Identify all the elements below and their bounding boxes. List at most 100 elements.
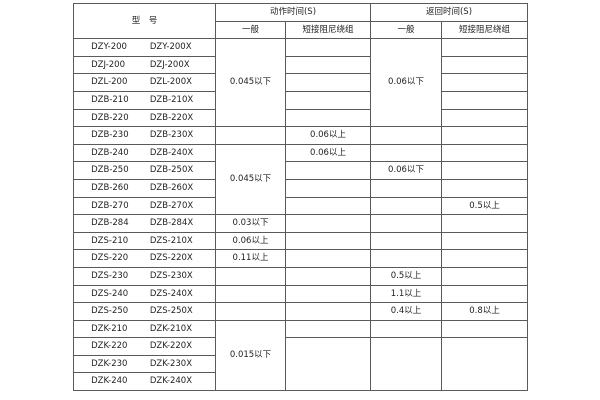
model-standard: DZS-220 bbox=[91, 253, 129, 264]
action-short-cell bbox=[285, 178, 371, 198]
model-x-variant: DZB-270X bbox=[149, 200, 194, 211]
action-short-cell: 0.06以上 bbox=[285, 143, 371, 163]
model-cell: DZJ-200 DZJ-200X bbox=[73, 55, 216, 75]
model-x-variant: DZB-240X bbox=[149, 147, 194, 158]
return-short-cell bbox=[441, 90, 528, 110]
model-x-variant: DZS-240X bbox=[149, 288, 193, 299]
action-short-cell bbox=[285, 90, 371, 110]
model-cell: DZY-200 DZY-200X bbox=[73, 38, 216, 57]
action-short-cell bbox=[285, 161, 371, 180]
return-short-cell bbox=[441, 108, 528, 128]
model-x-variant: DZK-230X bbox=[149, 358, 193, 369]
return-short-header: 短接阻尼绕组 bbox=[441, 20, 528, 40]
table-row: DZS-230 DZS-230X 0.5以上 bbox=[73, 266, 528, 286]
return-short-cell bbox=[441, 249, 528, 268]
return-short-cell bbox=[441, 73, 528, 92]
return-short-cell bbox=[441, 284, 528, 304]
return-general-cell: 0.4以上 bbox=[370, 302, 442, 321]
table-row: DZB-260 DZB-260X bbox=[73, 178, 528, 198]
action-short-cell bbox=[285, 319, 371, 339]
table-row: DZS-220 DZS-220X 0.11以上 bbox=[73, 249, 528, 268]
model-cell: DZS-230 DZS-230X bbox=[73, 266, 216, 286]
return-general-cell: 0.06以下 bbox=[370, 38, 442, 128]
relay-spec-table: 型 号 动作时间(S) 返回时间(S) 一般 短接阻尼绕组 一般 短接阻尼绕组 … bbox=[73, 2, 528, 392]
model-x-variant: DZB-210X bbox=[149, 94, 194, 105]
action-general-header: 一般 bbox=[215, 20, 286, 40]
model-standard: DZK-210 bbox=[91, 323, 128, 334]
model-x-variant: DZS-210X bbox=[149, 235, 193, 246]
model-standard: DZB-284 bbox=[91, 218, 129, 229]
action-general-cell bbox=[215, 284, 286, 304]
action-general-cell: 0.03以下 bbox=[215, 214, 286, 233]
model-x-variant: DZS-230X bbox=[149, 270, 193, 281]
return-short-cell: 0.5以上 bbox=[441, 196, 528, 216]
return-short-cell bbox=[441, 178, 528, 198]
model-standard: DZB-220 bbox=[91, 112, 129, 123]
model-x-variant: DZB-230X bbox=[149, 130, 194, 141]
model-x-variant: DZK-240X bbox=[149, 376, 193, 387]
model-standard: DZB-240 bbox=[91, 147, 129, 158]
model-cell: DZS-250 DZS-250X bbox=[73, 302, 216, 321]
model-standard: DZB-270 bbox=[91, 200, 129, 211]
model-standard: DZB-260 bbox=[91, 182, 129, 193]
model-cell: DZK-230 DZK-230X bbox=[73, 354, 216, 374]
model-cell: DZB-284 DZB-284X bbox=[73, 214, 216, 233]
return-short-cell bbox=[441, 214, 528, 233]
model-standard: DZB-230 bbox=[91, 130, 129, 141]
table-row: DZB-250 DZB-250X 0.06以下 bbox=[73, 161, 528, 180]
action-short-cell bbox=[285, 214, 371, 233]
model-header: 型 号 bbox=[73, 2, 216, 40]
return-general-cell bbox=[370, 319, 442, 339]
table-row: DZJ-200 DZJ-200X bbox=[73, 55, 528, 75]
model-cell: DZB-240 DZB-240X bbox=[73, 143, 216, 163]
model-standard: DZB-250 bbox=[91, 165, 129, 176]
action-short-cell bbox=[285, 249, 371, 268]
action-general-cell: 0.015以下 bbox=[215, 319, 286, 392]
table-row: DZB-284 DZB-284X 0.03以下 bbox=[73, 214, 528, 233]
table-row: DZB-220 DZB-220X bbox=[73, 108, 528, 128]
model-x-variant: DZB-250X bbox=[149, 165, 194, 176]
return-short-cell bbox=[441, 266, 528, 286]
table-row: DZB-240 DZB-240X 0.045以下 0.06以上 bbox=[73, 143, 528, 216]
model-cell: DZK-210 DZK-210X bbox=[73, 319, 216, 339]
table-row: DZB-230 DZB-230X 0.06以上 bbox=[73, 126, 528, 145]
action-general-cell bbox=[215, 126, 286, 145]
model-cell: DZB-260 DZB-260X bbox=[73, 178, 216, 198]
model-x-variant: DZY-200X bbox=[149, 42, 192, 53]
model-cell: DZB-270 DZB-270X bbox=[73, 196, 216, 216]
action-short-cell bbox=[285, 266, 371, 286]
table-row: DZS-210 DZS-210X 0.06以上 bbox=[73, 231, 528, 251]
model-cell: DZB-230 DZB-230X bbox=[73, 126, 216, 145]
action-short-header: 短接阻尼绕组 bbox=[285, 20, 371, 40]
return-general-cell bbox=[370, 126, 442, 145]
model-cell: DZK-220 DZK-220X bbox=[73, 337, 216, 356]
return-short-cell bbox=[441, 143, 528, 163]
return-short-cell bbox=[441, 38, 528, 57]
model-x-variant: DZJ-200X bbox=[149, 59, 190, 70]
action-short-cell bbox=[285, 284, 371, 304]
model-cell: DZB-250 DZB-250X bbox=[73, 161, 216, 180]
action-short-cell bbox=[285, 302, 371, 321]
return-general-cell: 0.5以上 bbox=[370, 266, 442, 286]
table-row: DZK-230 DZK-230X bbox=[73, 354, 528, 374]
model-standard: DZJ-200 bbox=[91, 59, 125, 70]
model-cell: DZK-240 DZK-240X bbox=[73, 372, 216, 392]
action-short-cell bbox=[285, 73, 371, 92]
action-general-cell bbox=[215, 266, 286, 286]
model-cell: DZS-220 DZS-220X bbox=[73, 249, 216, 268]
model-x-variant: DZK-220X bbox=[149, 341, 193, 352]
table-row: DZB-270 DZB-270X 0.5以上 bbox=[73, 196, 528, 216]
return-general-cell bbox=[370, 231, 442, 251]
action-general-cell: 0.11以上 bbox=[215, 249, 286, 268]
header-row-1: 型 号 动作时间(S) 返回时间(S) bbox=[73, 2, 528, 40]
return-time-header: 返回时间(S) bbox=[370, 3, 528, 22]
table-row: DZK-240 DZK-240X bbox=[73, 372, 528, 392]
action-general-cell bbox=[215, 302, 286, 321]
action-short-cell bbox=[285, 108, 371, 128]
model-standard: DZY-200 bbox=[91, 42, 127, 53]
action-short-cell bbox=[285, 55, 371, 75]
table-row: DZK-210 DZK-210X 0.015以下 bbox=[73, 319, 528, 392]
return-short-cell bbox=[441, 55, 528, 75]
action-short-cell bbox=[285, 196, 371, 216]
action-short-cell: 0.06以上 bbox=[285, 126, 371, 145]
